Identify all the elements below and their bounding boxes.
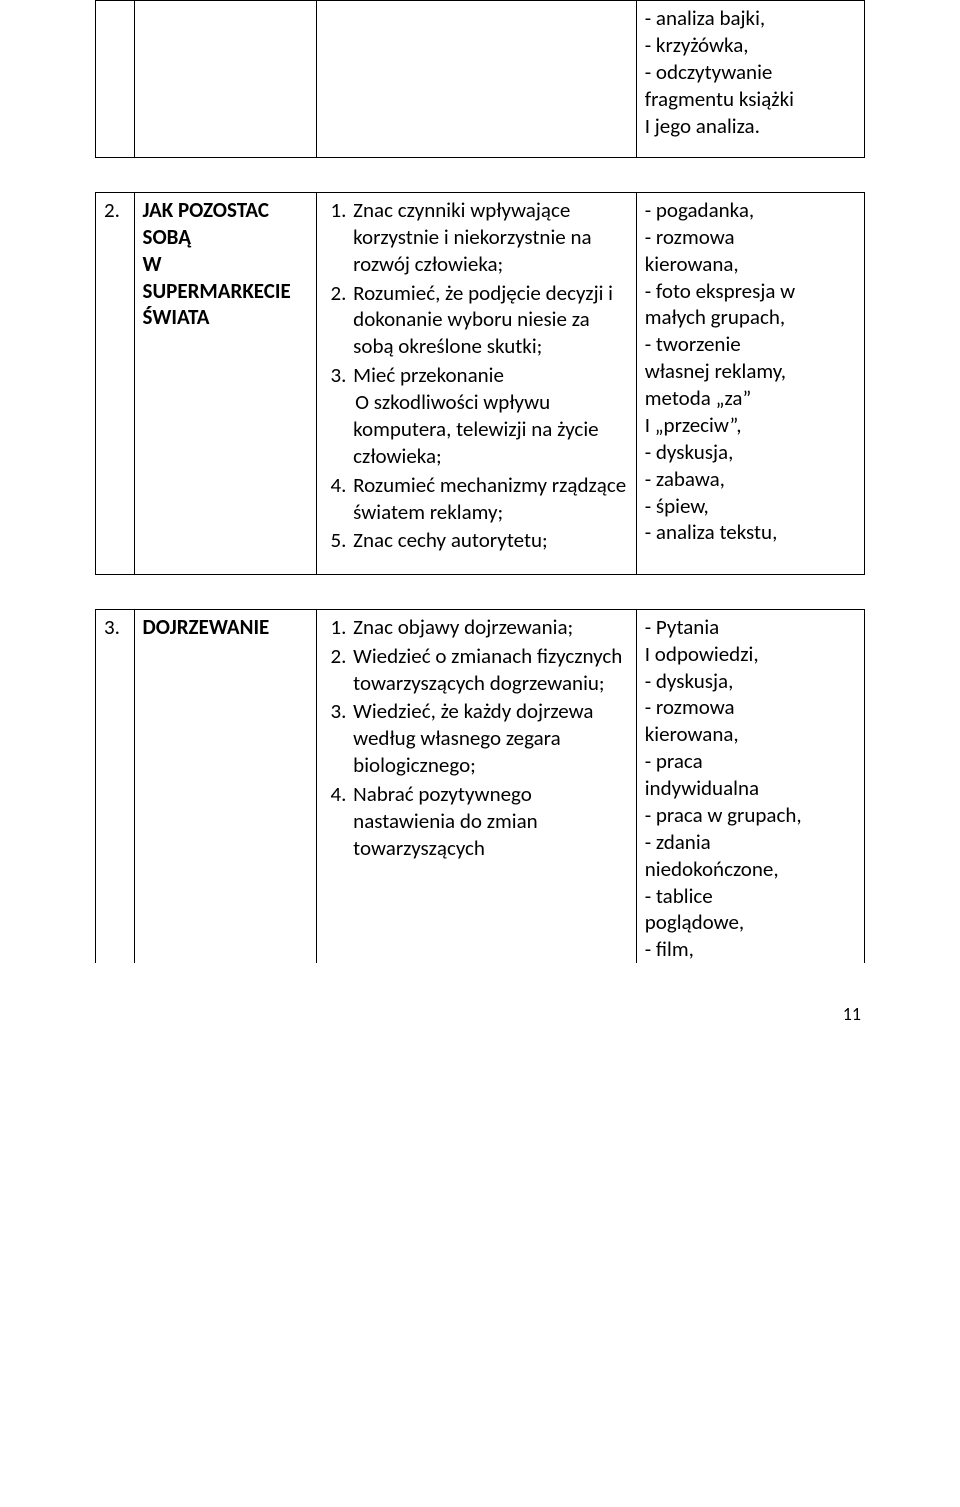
cell-methods: - pogadanka, - rozmowa kierowana, - foto…	[636, 192, 864, 574]
title-line: DOJRZEWANIE	[143, 614, 309, 641]
title-line: W	[143, 251, 309, 278]
row-number: 2.	[104, 197, 120, 223]
text-line: I odpowiedzi,	[645, 641, 856, 668]
numbered-list: Znac objawy dojrzewania; Wiedzieć o zmia…	[325, 614, 628, 862]
row-number: 3.	[104, 614, 120, 640]
table-row: - analiza bajki, - krzyżówka, - odczytyw…	[96, 1, 865, 158]
table-row: 3. DOJRZEWANIE Znac objawy dojrzewania; …	[96, 609, 865, 963]
text-line: - pogadanka,	[645, 197, 856, 224]
text-line: - śpiew,	[645, 493, 856, 520]
text-line: własnej reklamy,	[645, 358, 856, 385]
table-spacer	[96, 575, 865, 609]
title-line: SOBĄ	[143, 224, 309, 251]
numbered-list: Znac czynniki wpływające korzystnie i ni…	[325, 197, 628, 554]
text-line: - rozmowa	[645, 694, 856, 721]
list-item-text: Mieć przekonanie	[353, 362, 504, 388]
text-line: I „przeciw”,	[645, 412, 856, 439]
list-item: Rozumieć mechanizmy rządzące światem rek…	[351, 472, 628, 526]
cell-num-empty	[96, 1, 135, 158]
cell-num: 3.	[96, 609, 135, 963]
cell-methods: - Pytania I odpowiedzi, - dyskusja, - ro…	[636, 609, 864, 963]
text-line: poglądowe,	[645, 909, 856, 936]
text-line: - rozmowa	[645, 224, 856, 251]
list-item: Mieć przekonanie O szkodliwości wpływu k…	[351, 362, 628, 470]
text-line: - praca	[645, 748, 856, 775]
text-line: - praca w grupach,	[645, 802, 856, 829]
list-item: Znac cechy autorytetu;	[351, 527, 628, 554]
list-item: Znac czynniki wpływające korzystnie i ni…	[351, 197, 628, 278]
list-item-text: O szkodliwości wpływu komputera, telewiz…	[353, 389, 598, 469]
text-line: - foto ekspresja w	[645, 278, 856, 305]
title-line: JAK POZOSTAC	[143, 197, 309, 224]
text-line: - dyskusja,	[645, 668, 856, 695]
title-line: SUPERMARKECIE	[143, 278, 309, 305]
page: - analiza bajki, - krzyżówka, - odczytyw…	[0, 0, 960, 1065]
table-spacer	[96, 158, 865, 192]
list-item: Nabrać pozytywnego nastawienia do zmian …	[351, 781, 628, 862]
text-line: I jego analiza.	[645, 113, 856, 140]
cell-num: 2.	[96, 192, 135, 574]
list-item: Wiedzieć, że każdy dojrzewa według własn…	[351, 698, 628, 779]
table-row: 2. JAK POZOSTAC SOBĄ W SUPERMARKECIE ŚWI…	[96, 192, 865, 574]
text-line: fragmentu książki	[645, 86, 856, 113]
text-line: - film,	[645, 936, 856, 963]
cell-content-empty	[317, 1, 637, 158]
text-line: - analiza bajki,	[645, 5, 856, 32]
text-line: - analiza tekstu,	[645, 519, 856, 546]
title-line: ŚWIATA	[143, 304, 309, 331]
text-line: indywidualna	[645, 775, 856, 802]
text-line: kierowana,	[645, 251, 856, 278]
text-line: - tablice	[645, 883, 856, 910]
cell-title: JAK POZOSTAC SOBĄ W SUPERMARKECIE ŚWIATA	[134, 192, 317, 574]
text-line: małych grupach,	[645, 304, 856, 331]
text-line: - dyskusja,	[645, 439, 856, 466]
text-line: - zabawa,	[645, 466, 856, 493]
cell-content: Znac czynniki wpływające korzystnie i ni…	[317, 192, 637, 574]
text-line: - krzyżówka,	[645, 32, 856, 59]
list-item: Wiedzieć o zmianach fizycznych towarzysz…	[351, 643, 628, 697]
text-line: - odczytywanie	[645, 59, 856, 86]
text-line: - tworzenie	[645, 331, 856, 358]
cell-methods: - analiza bajki, - krzyżówka, - odczytyw…	[636, 1, 864, 158]
text-line: metoda „za”	[645, 385, 856, 412]
cell-title: DOJRZEWANIE	[134, 609, 317, 963]
text-line: - zdania	[645, 829, 856, 856]
cell-content: Znac objawy dojrzewania; Wiedzieć o zmia…	[317, 609, 637, 963]
text-line: niedokończone,	[645, 856, 856, 883]
main-table-2: 2. JAK POZOSTAC SOBĄ W SUPERMARKECIE ŚWI…	[95, 192, 865, 609]
list-item: Rozumieć, że podjęcie decyzji i dokonani…	[351, 280, 628, 361]
list-item: Znac objawy dojrzewania;	[351, 614, 628, 641]
page-number: 11	[95, 963, 865, 1025]
text-line: - Pytania	[645, 614, 856, 641]
text-line: kierowana,	[645, 721, 856, 748]
main-table: - analiza bajki, - krzyżówka, - odczytyw…	[95, 0, 865, 192]
main-table-3: 3. DOJRZEWANIE Znac objawy dojrzewania; …	[95, 609, 865, 963]
cell-title-empty	[134, 1, 317, 158]
